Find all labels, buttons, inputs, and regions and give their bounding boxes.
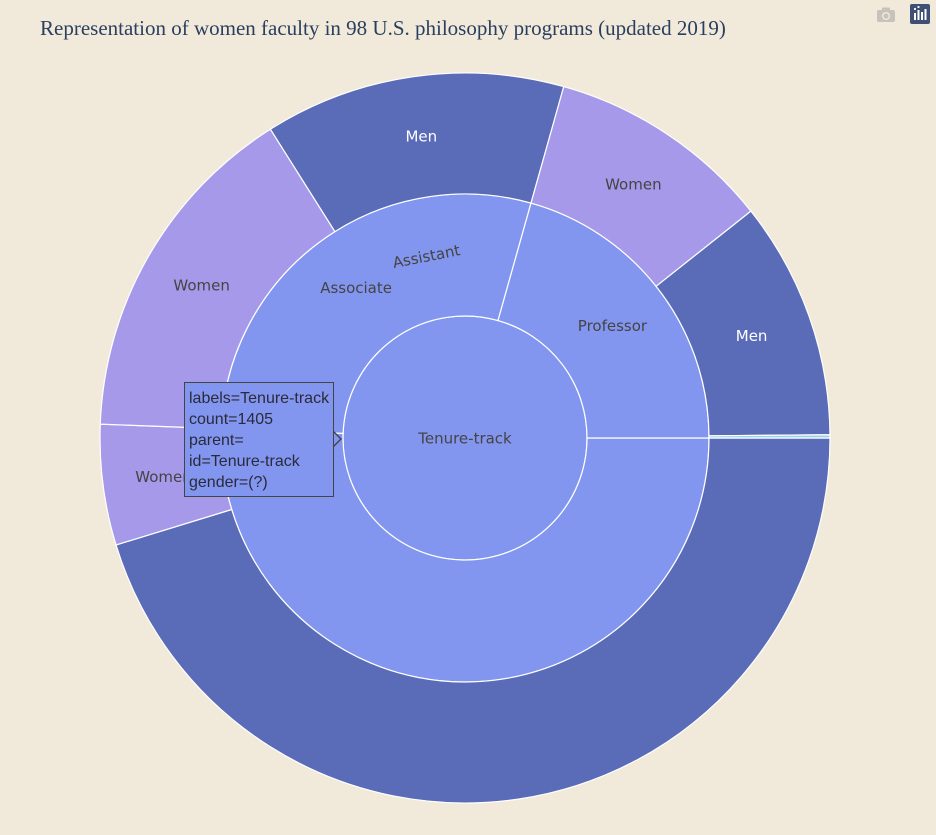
leaf-label-professor-men: Men bbox=[736, 327, 768, 345]
leaf-label-professor-women: Women bbox=[605, 175, 661, 193]
leaf-label-associate-women: Women bbox=[173, 277, 229, 295]
tooltip-id: id=Tenure-track bbox=[189, 453, 300, 470]
tooltip-labels: labels=Tenure-track bbox=[189, 390, 330, 407]
camera-icon[interactable] bbox=[876, 4, 896, 24]
root-label: Tenure-track bbox=[417, 430, 512, 448]
leaf-label-associate-men: Men bbox=[405, 128, 437, 146]
leaf-arc-professor-other[interactable] bbox=[708, 434, 831, 439]
plotly-logo-icon[interactable] bbox=[910, 4, 930, 24]
chart-title: Representation of women faculty in 98 U.… bbox=[40, 16, 726, 40]
rank-label-professor: Professor bbox=[578, 317, 648, 335]
tooltip-gender: gender=(?) bbox=[189, 474, 268, 491]
tooltip-arrow-fill bbox=[333, 432, 340, 446]
hover-tooltip: labels=Tenure-track count=1405 parent= i… bbox=[184, 382, 334, 497]
leaf-arc-assistant-men[interactable] bbox=[115, 437, 831, 804]
rank-label-associate: Associate bbox=[320, 279, 392, 297]
modebar bbox=[876, 4, 930, 24]
tooltip-count: count=1405 bbox=[189, 411, 274, 428]
leaf-label-assistant-women: Women bbox=[135, 468, 191, 486]
tooltip-parent: parent= bbox=[189, 432, 244, 449]
